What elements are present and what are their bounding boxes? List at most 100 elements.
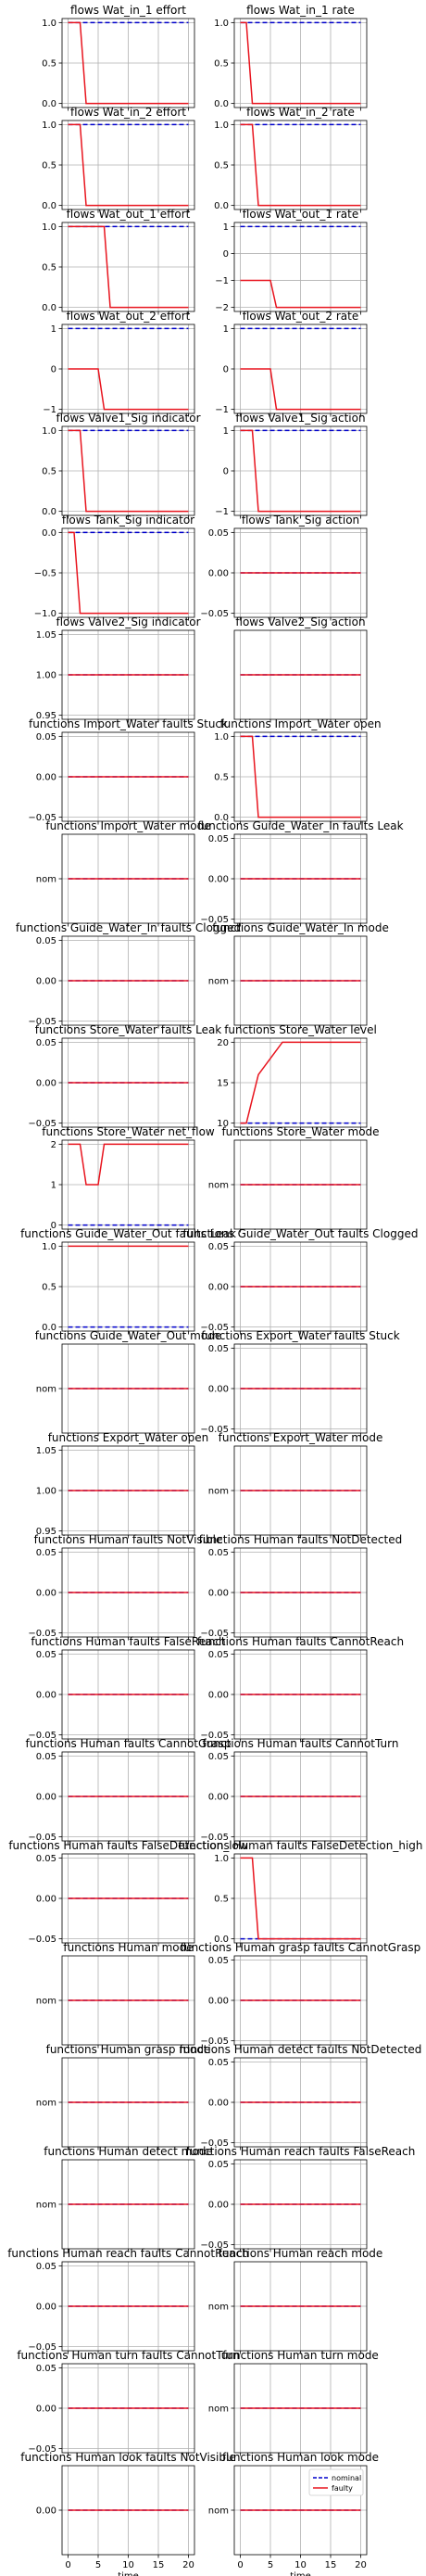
y-tick-label: −0.05 [200,2240,229,2251]
panel-title: functions Human reach mode [219,2247,383,2260]
y-tick-label: 1.00 [36,1487,56,1497]
chart-panel: flows Wat_in_2 rate 0.0 0.5 1.0 [214,106,368,213]
chart-panel: functions Human faults CannotReach −0.05 0… [197,1635,404,1743]
y-tick-label: 0.05 [208,1548,229,1558]
panel-title: functions Export_Water mode [219,1431,383,1444]
y-tick-label: 0 [51,365,56,375]
y-tick-label: 15 [217,1079,229,1089]
y-tick-label: 0.05 [36,1752,56,1762]
y-tick-label: 0 [223,467,229,477]
x-tick-label: 20 [182,2560,194,2570]
chart-panel: functions Import_Water open 0.0 0.5 1.0 [214,717,382,825]
y-tick-label: 0.05 [36,936,56,946]
x-tick-label: 20 [355,2560,367,2570]
chart-panel: flows Valve2_Sig indicator 0.95 1.00 1.05 [36,615,201,723]
y-tick-label: −1 [215,405,229,415]
y-tick-label: −0.05 [28,2444,56,2455]
y-tick-label: nom [208,2506,229,2517]
panel-title: functions Human faults FalseDetection_hi… [178,1839,422,1852]
chart-panel: flows Wat_in_1 effort 0.0 0.5 1.0 [42,4,195,111]
y-tick-label: 0.5 [214,161,229,171]
panel-title: functions Human grasp mode [46,2043,211,2056]
panel-title: flows Wat_in_1 rate [246,4,355,17]
chart-panel: functions Human mode nom [36,1941,195,2049]
panel-title: functions Human faults CannotTurn [203,1737,399,1750]
y-tick-label: 0.0 [42,303,56,313]
y-tick-label: 0.5 [42,1283,56,1293]
y-tick-label: 0.0 [42,507,56,517]
y-tick-label: 0.5 [214,773,229,783]
y-tick-label: 0.05 [208,2160,229,2170]
y-tick-label: 0.0 [214,813,229,823]
y-tick-label: −0.05 [200,1629,229,1639]
y-tick-label: 0.00 [36,1691,56,1701]
panel-title: functions Human reach faults FalseReach [186,2145,416,2158]
panel-title: functions Store_Water net_flow [42,1125,215,1138]
y-tick-label: 0.0 [214,99,229,109]
x-tick-label: 0 [237,2560,243,2570]
panel-title: functions Human faults CannotGrasp [26,1737,232,1750]
y-tick-label: 0.05 [36,1038,56,1048]
panel-title: flows Wat_in_2 effort [70,106,186,119]
y-tick-label: 0.00 [208,1793,229,1803]
panel-title: functions Guide_Water_Out mode [35,1329,221,1342]
chart-panel: functions Human reach faults CannotReach… [7,2247,249,2354]
chart-panel: functions Store_Water level 10 15 20 [217,1023,377,1131]
series-faulty-line [68,21,189,105]
y-tick-label: −1 [215,276,229,286]
y-tick-label: 0.00 [36,2506,56,2517]
panel-title: functions Import_Water faults Stuck [29,717,228,730]
y-tick-label: nom [36,2099,56,2109]
y-tick-label: 0.05 [208,1344,229,1354]
y-tick-label: nom [208,977,229,987]
y-tick-label: 0.00 [208,1997,229,2007]
panel-title: functions Human look mode [222,2451,379,2464]
y-tick-label: 0.05 [208,834,229,844]
panel-title: flows Wat_out_2 rate [243,310,358,323]
y-tick-label: 0.00 [208,2201,229,2211]
chart-panel: functions Guide_Water_In mode nom [208,921,389,1029]
chart-panel: functions Store_Water net_flow 0 1 2 [42,1125,215,1233]
y-tick-label: 1.00 [36,671,56,681]
x-axis-label: time [290,2571,311,2576]
y-tick-label: −0.05 [200,2138,229,2149]
panel-title: functions Guide_Water_Out faults Clogged [183,1227,419,1240]
chart-panel: flows Valve1_Sig indicator 0.0 0.5 1.0 [42,412,201,519]
panel-title: functions Human detect faults NotDetecte… [180,2043,422,2056]
x-axis-label: time [118,2571,139,2576]
chart-panel: flows Tank_Sig indicator −1.0 −0.5 0.0 [34,514,195,621]
y-tick-label: 1 [223,426,229,437]
panel-title: functions Export_Water faults Stuck [201,1329,399,1342]
y-tick-label: nom [208,1487,229,1497]
chart-panel: functions Store_Water faults Leak −0.05 0.… [28,1023,221,1131]
y-tick-label: 0.95 [36,711,56,721]
y-tick-label: 10 [217,1119,229,1129]
y-tick-label: 0.05 [36,2364,56,2374]
panel-title: functions Human detect mode [44,2145,212,2158]
panel-title: functions Guide_Water_Out faults Leak [20,1227,236,1240]
panel-title: flows Wat_out_1 rate [243,208,358,221]
y-tick-label: 1 [223,222,229,233]
panel-title: functions Guide_Water_In faults Clogged [16,921,241,934]
y-tick-label: 0.5 [42,467,56,477]
chart-panel: functions Human turn mode nom [208,2349,379,2456]
chart-panel: functions Human faults NotVisible −0.05 0.… [28,1533,222,1641]
chart-panel: flows Valve2_Sig action [233,615,368,723]
panel-title: functions Human reach faults CannotReach [7,2247,249,2260]
y-tick-label: 0.05 [36,732,56,742]
y-tick-label: 0.5 [214,1895,229,1905]
y-tick-label: nom [36,1997,56,2007]
panel-title: functions Human turn faults CannotTurn [17,2349,239,2362]
y-tick-label: 1.0 [214,1854,229,1864]
chart-panel: functions Guide_Water_In faults Clogged −… [16,921,241,1029]
y-tick-label: 1.0 [42,1242,56,1252]
chart-panel: functions Human grasp mode nom [36,2043,211,2151]
y-tick-label: 0.00 [208,1283,229,1293]
series-faulty-line [240,368,361,411]
y-tick-label: 0.0 [214,201,229,211]
panel-title: functions Human faults NotVisible [34,1533,223,1546]
panel-title: functions Human faults FalseDetection_lo… [8,1839,248,1852]
y-tick-label: 0.05 [208,528,229,539]
y-tick-label: 0.5 [42,59,56,70]
